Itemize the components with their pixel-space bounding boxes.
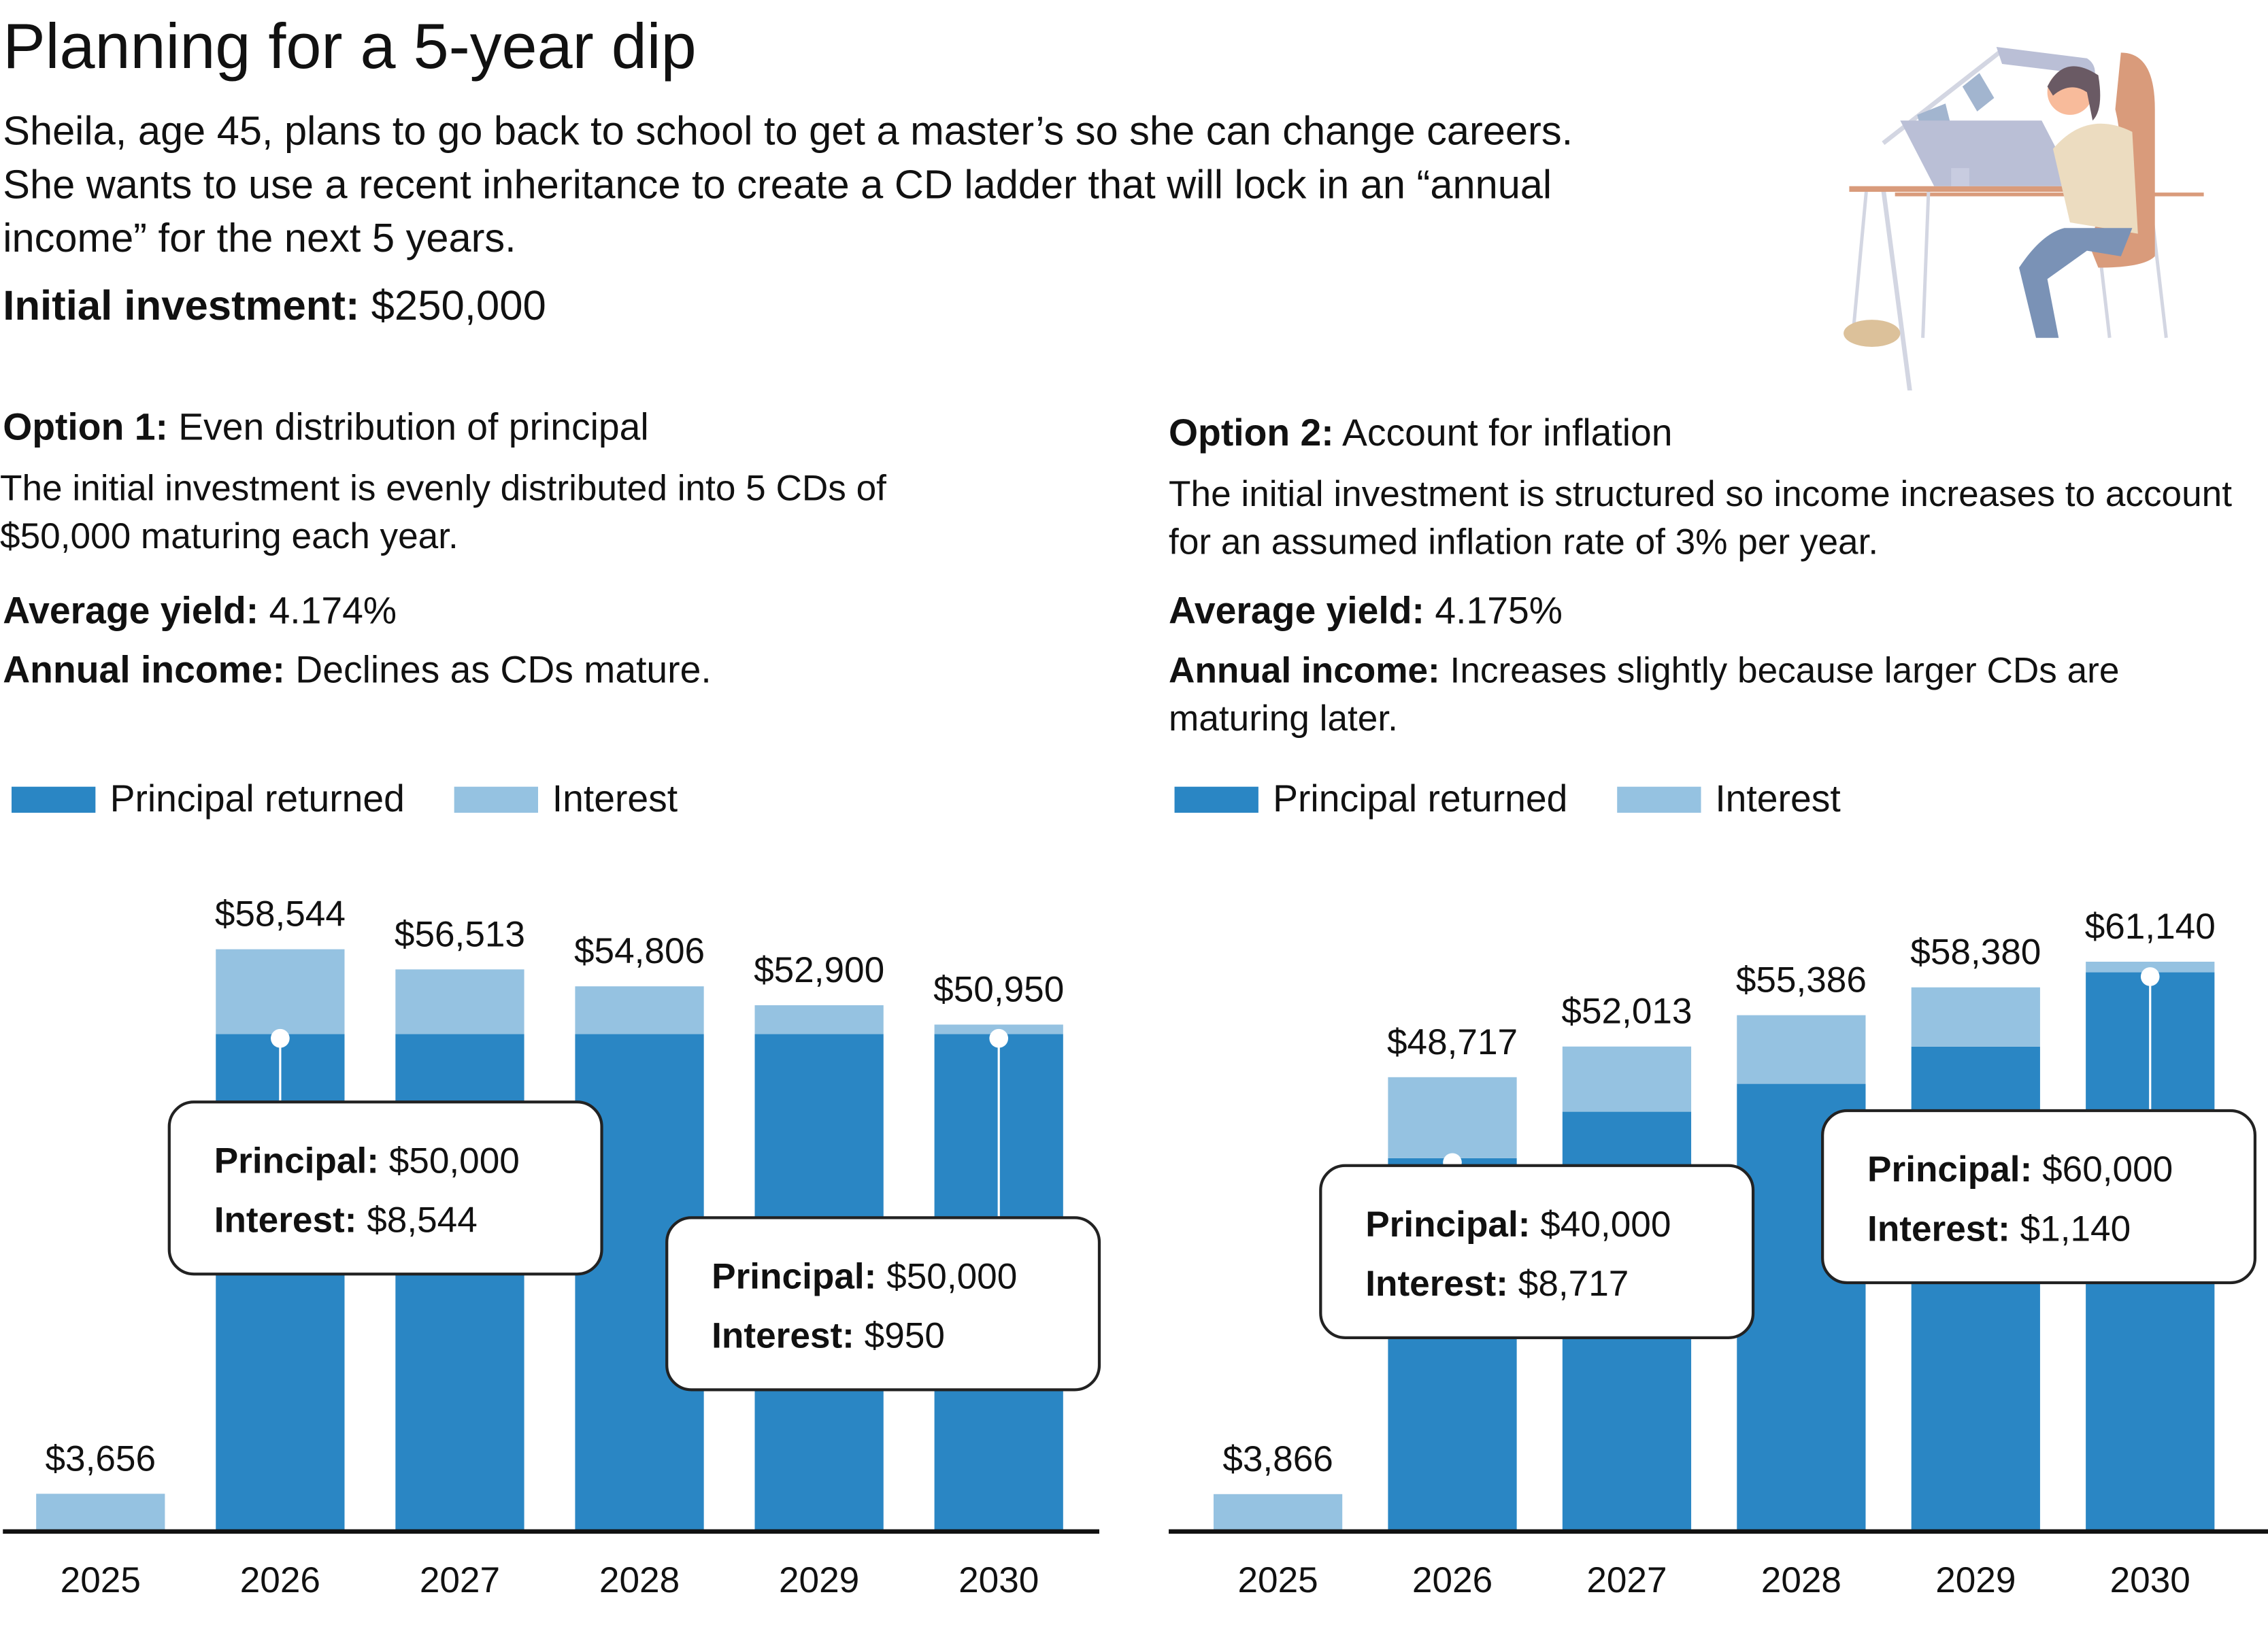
bar-interest-2028 [1737,1015,1866,1084]
option2-label: Option 2: [1169,410,1334,454]
data-label-2029: $58,380 [1910,932,2041,973]
yield-value: 4.175% [1435,588,1563,633]
callout-pointer-dot [271,1028,290,1048]
initial-investment: Initial investment: $250,000 [3,284,546,331]
legend-swatch-interest [454,786,538,812]
option2-description: The initial investment is structured so … [1169,474,2233,563]
bar-interest-2025 [36,1494,165,1530]
drawing-tablet [1900,120,2076,186]
income-label: Annual income: [1169,650,1440,692]
investment-value: $250,000 [371,283,546,330]
income-value: Declines as CDs mature. [295,647,712,692]
bar-interest-2026 [216,949,345,1034]
bar-interest-2027 [1562,1046,1692,1112]
yield-label: Average yield: [3,588,259,633]
option1-yield: Average yield: 4.174% [3,588,397,633]
option1-subtitle: Even distribution of principal [178,405,649,449]
bar-interest-2027 [395,969,524,1034]
option2-subtitle: Account for inflation [1341,410,1673,454]
x-tick-label-2025: 2025 [1237,1560,1318,1600]
callout-principal-label: Principal: [712,1256,877,1298]
x-tick-label-2025: 2025 [61,1560,141,1600]
option1-description: The initial investment is evenly distrib… [0,468,886,557]
data-label-2027: $56,513 [395,914,525,954]
callout-interest-value: $950 [864,1315,945,1357]
intro-text: Sheila, age 45, plans to go back to scho… [3,108,1573,260]
callout-interest-value: $8,544 [367,1200,478,1241]
callout-principal-value: $50,000 [886,1256,1018,1298]
callout-principal-value: $60,000 [2042,1149,2173,1190]
x-tick-label-2027: 2027 [420,1560,500,1600]
callout-interest-value: $1,140 [2020,1209,2131,1250]
x-tick-label-2028: 2028 [1761,1560,1841,1600]
woman-at-desk-illustration [1844,47,2204,391]
data-label-2030: $61,140 [2085,907,2216,947]
callout-2030: Principal: $50,000 Interest: $950 [665,1216,1101,1392]
callout-pointer-dot [2140,967,2160,986]
bar-interest-2029 [1911,987,2040,1047]
callout-principal-label: Principal: [214,1141,379,1182]
callout-principal-value: $50,000 [388,1141,520,1182]
legend-label-principal: Principal returned [110,776,405,820]
data-label-2026: $58,544 [215,894,346,935]
option1-title: Option 1: Even distribution of principal [3,405,648,450]
callout-pointer-dot [989,1028,1009,1048]
callout-interest-label: Interest: [1365,1264,1508,1304]
bar-interest-2025 [1213,1494,1343,1530]
bar-interest-2028 [575,986,704,1034]
legend-swatch-principal [12,786,96,812]
chart1-legend: Principal returned Interest [12,777,678,822]
data-label-2030: $50,950 [933,969,1064,1009]
data-label-2028: $54,806 [574,931,705,971]
x-tick-label-2030: 2030 [2110,1560,2190,1600]
yield-value: 4.174% [269,588,397,633]
legend-swatch-principal [1174,786,1258,812]
page-title: Planning for a 5-year dip [3,12,697,83]
callout-interest-label: Interest: [214,1200,357,1241]
callout-2026-opt2: Principal: $40,000 Interest: $8,717 [1319,1164,1755,1339]
x-tick-label-2026: 2026 [1412,1560,1492,1600]
callout-2030-opt2: Principal: $60,000 Interest: $1,140 [1821,1109,2257,1285]
yield-label: Average yield: [1169,588,1424,633]
option1-label: Option 1: [3,405,168,449]
investment-label: Initial investment: [3,283,360,330]
data-label-2029: $52,900 [754,950,884,990]
callout-interest-value: $8,717 [1518,1264,1629,1304]
x-tick-label-2029: 2029 [1935,1560,2016,1600]
data-label-2027: $52,013 [1561,992,1692,1032]
callout-principal-label: Principal: [1867,1149,2033,1190]
cat [1844,320,1901,348]
x-tick-label-2028: 2028 [599,1560,680,1600]
data-label-2026: $48,717 [1387,1022,1518,1062]
option1-income: Annual income: Declines as CDs mature. [3,648,711,693]
x-tick-label-2026: 2026 [240,1560,320,1600]
callout-principal-value: $40,000 [1540,1205,1671,1245]
option2-yield: Average yield: 4.175% [1169,588,1563,633]
legend-label-principal: Principal returned [1273,776,1568,820]
chart2-legend: Principal returned Interest [1174,776,1841,822]
x-tick-label-2027: 2027 [1586,1560,1667,1600]
callout-2026: Principal: $50,000 Interest: $8,544 [167,1100,603,1276]
legend-swatch-interest [1616,786,1701,812]
income-label: Annual income: [3,647,285,692]
option2-income: Annual income: Increases slightly becaus… [1169,648,2239,743]
data-label-2028: $55,386 [1736,960,1867,1000]
legend-label-interest: Interest [552,776,678,820]
bar-interest-2026 [1388,1077,1517,1158]
data-label-2025: $3,656 [46,1438,156,1479]
bar-interest-2030 [2086,961,2215,973]
income-value: Increases slightly because larger CDs ar… [1169,650,2120,739]
legend-label-interest: Interest [1715,776,1841,820]
data-label-2025: $3,866 [1222,1439,1333,1479]
option2-title: Option 2: Account for inflation [1169,411,1672,456]
x-tick-label-2030: 2030 [958,1560,1039,1600]
callout-interest-label: Interest: [1867,1209,2010,1250]
callout-interest-label: Interest: [712,1315,854,1357]
callout-principal-label: Principal: [1365,1205,1531,1245]
bar-interest-2029 [754,1005,884,1034]
x-tick-label-2029: 2029 [779,1560,859,1600]
